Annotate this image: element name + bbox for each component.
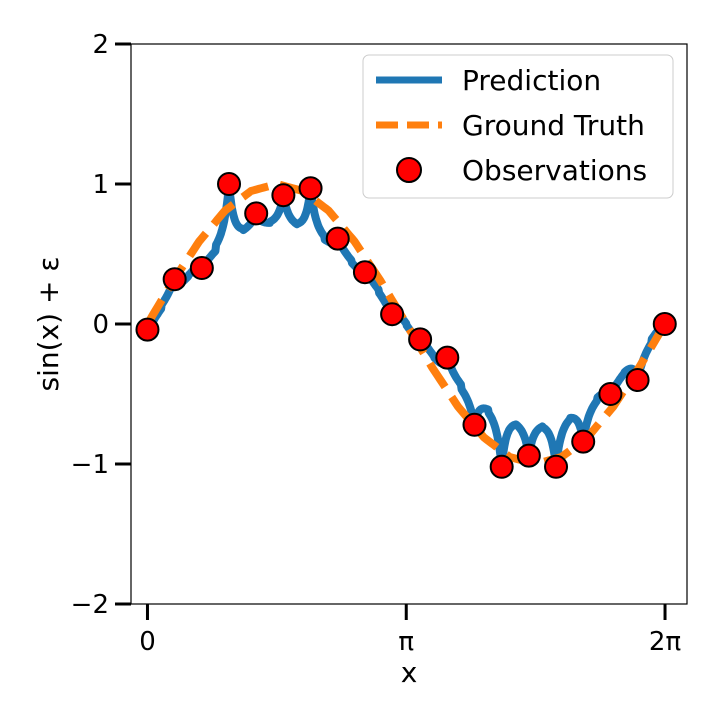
legend-prediction-label: Prediction [462, 64, 601, 97]
x-tick-label-2: 2π [649, 627, 681, 657]
observation-point-11 [435, 345, 460, 370]
plot-area [130, 43, 688, 605]
observation-point-13 [489, 454, 514, 479]
observation-point-10 [408, 327, 433, 352]
observation-point-18 [625, 368, 650, 392]
observation-point-4 [244, 201, 269, 226]
observation-point-16 [571, 429, 596, 454]
observation-point-9 [380, 302, 405, 327]
x-axis-label: x [401, 656, 418, 689]
observation-point-1 [162, 267, 187, 292]
y-tick-label-3: 1 [92, 170, 109, 200]
y-tick-label-0: −2 [71, 590, 109, 620]
y-axis-label: sin(x) + ε [32, 257, 65, 392]
legend: Prediction Ground Truth Observations [362, 54, 674, 199]
observation-point-15 [544, 454, 569, 479]
observation-point-19 [652, 312, 677, 336]
observation-point-2 [189, 256, 214, 280]
observation-point-12 [462, 412, 487, 437]
legend-ground-truth-label: Ground Truth [462, 109, 645, 142]
x-axis-ticks: 0 π 2π [139, 604, 681, 657]
prediction-line [143, 180, 669, 471]
observation-point-8 [352, 260, 377, 285]
y-tick-label-4: 2 [92, 30, 109, 60]
legend-observations-label: Observations [462, 154, 647, 187]
observation-point-6 [298, 176, 323, 201]
observation-markers [135, 172, 677, 479]
observation-point-14 [516, 443, 541, 468]
observation-point-5 [271, 183, 296, 208]
observation-point-3 [217, 172, 242, 196]
series-layer [143, 179, 669, 471]
legend-box [362, 54, 674, 199]
y-tick-label-1: −1 [71, 450, 109, 480]
observation-point-17 [598, 382, 623, 406]
legend-observations-swatch [396, 157, 422, 183]
observation-point-7 [325, 226, 350, 251]
observation-point-0 [135, 317, 160, 342]
y-tick-label-2: 0 [92, 310, 109, 340]
y-axis-ticks: −2 −1 0 1 2 [71, 30, 131, 620]
x-tick-label-1: π [398, 627, 414, 657]
x-tick-label-0: 0 [139, 627, 156, 657]
